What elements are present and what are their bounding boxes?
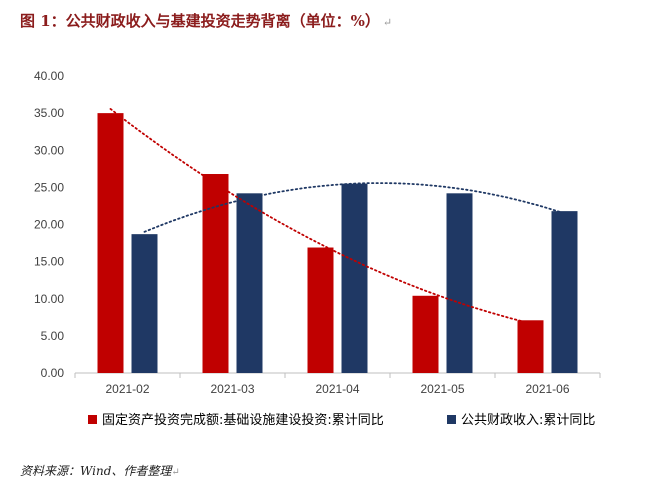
legend-label: 固定资产投资完成额:基础设施建设投资:累计同比	[102, 412, 384, 428]
bar-fiscal-revenue	[551, 211, 578, 373]
y-tick-label: 40.00	[34, 69, 64, 83]
x-axis: 2021-02 2021-03 2021-04 2021-05 2021-06	[74, 372, 601, 396]
source-text: 资料来源：Wind、作者整理	[20, 464, 172, 478]
figure-title-text: 图 1：公共财政收入与基建投资走势背离（单位：%）	[20, 12, 380, 30]
bar-fiscal-revenue	[446, 193, 473, 373]
trendline-fiscal-revenue	[143, 182, 566, 233]
trendlines	[109, 108, 566, 325]
bar-infrastructure	[202, 174, 229, 373]
x-tick-label: 2021-03	[210, 382, 254, 396]
legend-swatch	[88, 415, 97, 424]
chart: 0.00 5.00 10.00 15.00 20.00 25.00 30.00 35.00 40…	[34, 69, 601, 428]
y-tick-label: 30.00	[34, 143, 64, 157]
trendline-infrastructure	[109, 108, 532, 325]
legend-swatch	[447, 415, 456, 424]
bar-fiscal-revenue	[236, 193, 263, 373]
bar-fiscal-revenue	[341, 183, 368, 373]
y-tick-label: 35.00	[34, 106, 64, 120]
paragraph-mark-icon: ↵	[171, 467, 180, 478]
figure-title: 图 1：公共财政收入与基建投资走势背离（单位：%） ↵	[20, 10, 392, 31]
source-note: 资料来源：Wind、作者整理↵	[20, 462, 180, 479]
legend-label: 公共财政收入:累计同比	[461, 413, 595, 428]
bar-infrastructure	[307, 247, 334, 373]
bars	[97, 113, 578, 373]
paragraph-mark-icon: ↵	[382, 16, 393, 29]
bar-fiscal-revenue	[131, 234, 158, 373]
y-tick-label: 0.00	[41, 366, 65, 380]
y-tick-label: 25.00	[34, 180, 64, 194]
y-axis: 0.00 5.00 10.00 15.00 20.00 25.00 30.00 35.00 40…	[34, 69, 64, 380]
x-tick-label: 2021-05	[420, 382, 464, 396]
y-tick-label: 15.00	[34, 255, 64, 269]
x-tick-label: 2021-04	[315, 382, 359, 396]
bar-infrastructure	[412, 295, 439, 373]
legend: 固定资产投资完成额:基础设施建设投资:累计同比 公共财政收入:累计同比	[88, 412, 595, 428]
bar-infrastructure	[97, 113, 124, 373]
y-tick-label: 20.00	[34, 218, 64, 232]
x-tick-label: 2021-02	[105, 382, 149, 396]
y-tick-label: 5.00	[41, 329, 65, 343]
y-tick-label: 10.00	[34, 292, 64, 306]
bar-infrastructure	[517, 320, 544, 373]
x-tick-label: 2021-06	[525, 382, 569, 396]
